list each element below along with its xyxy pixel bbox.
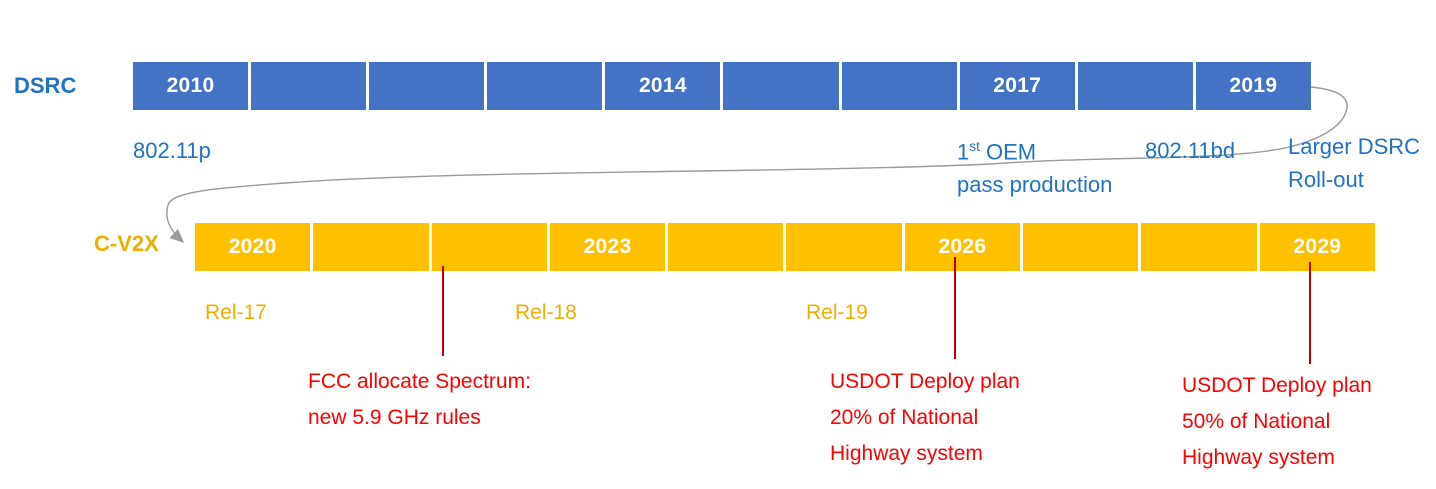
oem-word: OEM: [979, 139, 1037, 165]
cv2x-cell-2023: 2023: [549, 223, 666, 271]
cv2x-cell-2026: 2026: [904, 223, 1021, 271]
cv2x-cell-2028: [1141, 223, 1257, 271]
leader-line-fcc: [442, 266, 444, 356]
dsrc-cell-2011: [251, 62, 367, 110]
dsrc-cell-2016: [841, 62, 957, 110]
cv2x-timeline-bar: 2020 2023 2026 2029: [195, 223, 1375, 271]
event-fcc-spectrum: FCC allocate Spectrum: new 5.9 GHz rules: [308, 364, 531, 436]
event-usdot20-line3: Highway system: [830, 442, 983, 465]
event-fcc-line1: FCC allocate Spectrum:: [308, 370, 531, 393]
event-usdot50-line1: USDOT Deploy plan: [1182, 374, 1372, 397]
dsrc-cell-2018: [1077, 62, 1193, 110]
note-802-11p: 802.11p: [133, 138, 211, 163]
dsrc-cell-2019: 2019: [1195, 62, 1311, 110]
dsrc-cell-2017: 2017: [959, 62, 1075, 110]
event-usdot-deploy-20: USDOT Deploy plan 20% of National Highwa…: [830, 364, 1020, 472]
note-rollout-line2: Roll-out: [1288, 167, 1364, 192]
dsrc-cell-2010: 2010: [133, 62, 249, 110]
leader-line-usdot-20: [954, 257, 956, 359]
event-usdot50-line2: 50% of National: [1182, 410, 1331, 433]
cv2x-cell-2029: 2029: [1259, 223, 1375, 271]
event-usdot20-line2: 20% of National: [830, 406, 979, 429]
cv2x-cell-2022: [431, 223, 547, 271]
note-802-11bd: 802.11bd: [1145, 138, 1236, 163]
note-first-oem-line1: 1st OEM: [957, 130, 1112, 168]
note-rollout-line1: Larger DSRC: [1288, 134, 1421, 159]
note-rel-17: Rel-17: [205, 301, 267, 324]
dsrc-cell-2015: [723, 62, 839, 110]
event-fcc-line2: new 5.9 GHz rules: [308, 406, 481, 429]
oem-number: 1: [957, 139, 970, 165]
event-usdot-deploy-50: USDOT Deploy plan 50% of National Highwa…: [1182, 368, 1372, 476]
cv2x-cell-2021: [313, 223, 429, 271]
dsrc-cell-2014: 2014: [605, 62, 721, 110]
cv2x-cell-2024: [668, 223, 784, 271]
dsrc-cell-2013: [487, 62, 603, 110]
dsrc-row-label: DSRC: [14, 73, 77, 98]
note-first-oem-line2: pass production: [957, 172, 1113, 198]
dsrc-cell-2012: [369, 62, 485, 110]
note-rel-18: Rel-18: [515, 301, 577, 324]
note-first-oem-pass-production: 1st OEM pass production: [957, 130, 1112, 201]
event-usdot50-line3: Highway system: [1182, 446, 1335, 469]
note-larger-dsrc-rollout: Larger DSRC Roll-out: [1288, 130, 1420, 196]
cv2x-row-label: C-V2X: [94, 231, 159, 256]
leader-line-usdot-50: [1309, 262, 1311, 364]
cv2x-cell-2027: [1023, 223, 1139, 271]
cv2x-cell-2020: 2020: [195, 223, 311, 271]
note-rel-19: Rel-19: [806, 301, 868, 324]
cv2x-cell-2025: [786, 223, 902, 271]
event-usdot20-line1: USDOT Deploy plan: [830, 370, 1020, 393]
dsrc-timeline-bar: 2010 2014 2017 2019: [133, 62, 1311, 110]
oem-ordinal-suffix: st: [969, 139, 980, 154]
